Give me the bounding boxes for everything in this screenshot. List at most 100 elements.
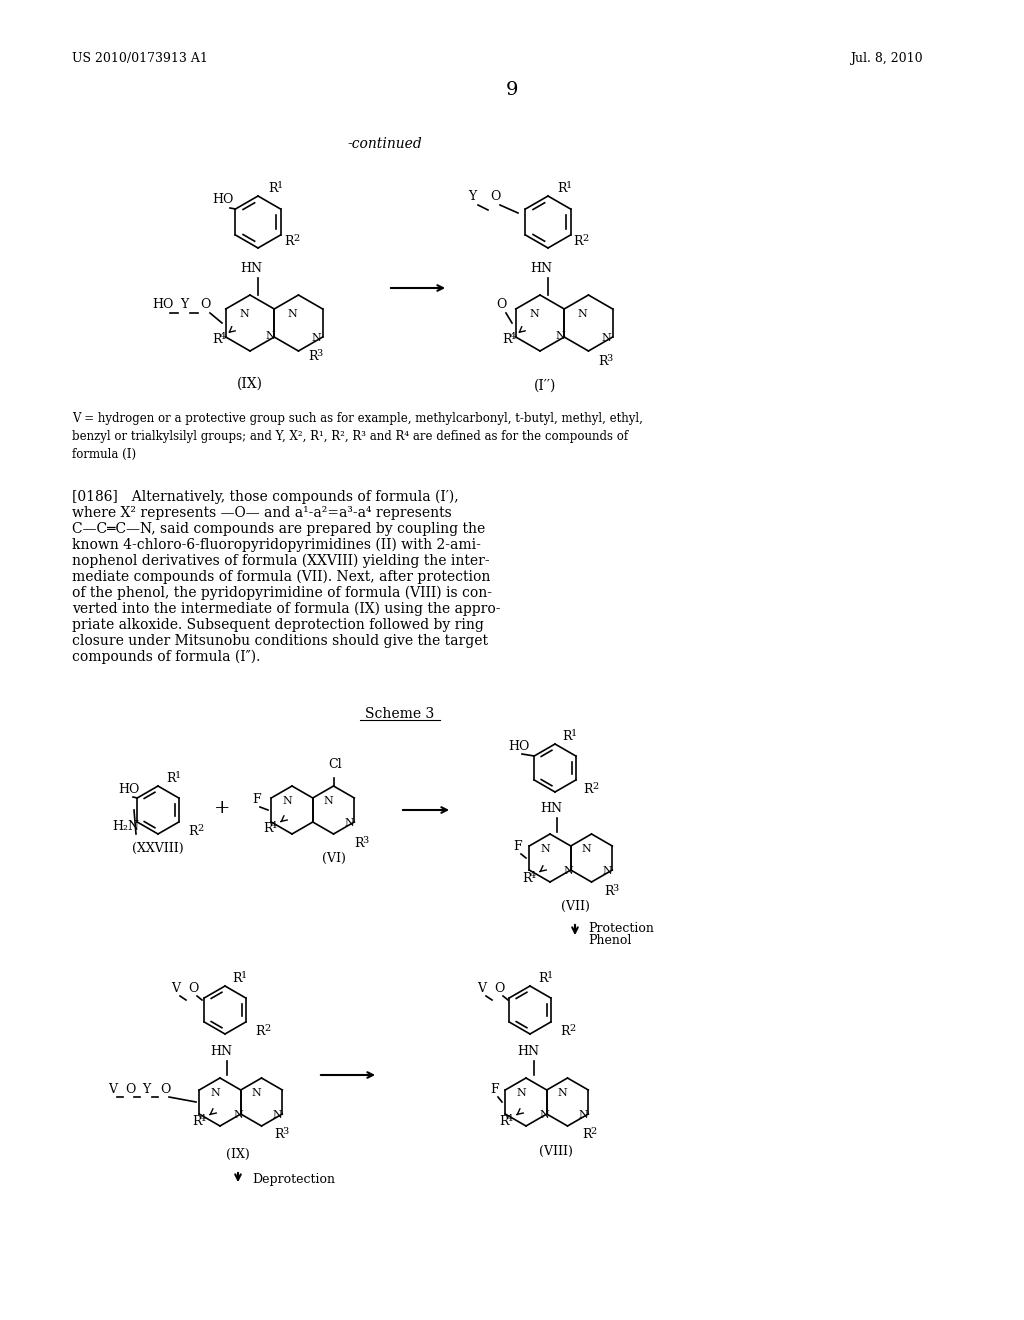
Text: 4: 4 [220,333,226,341]
Text: mediate compounds of formula (VII). Next, after protection: mediate compounds of formula (VII). Next… [72,570,490,585]
Text: F: F [513,840,521,853]
Text: known 4-chloro-6-fluoropyridopyrimidines (II) with 2-ami-: known 4-chloro-6-fluoropyridopyrimidines… [72,539,481,552]
Text: 2: 2 [569,1024,575,1034]
Text: N: N [603,866,612,876]
Text: N: N [578,309,588,319]
Text: priate alkoxide. Subsequent deprotection followed by ring: priate alkoxide. Subsequent deprotection… [72,618,484,632]
Text: N: N [240,309,249,319]
Text: R: R [308,350,317,363]
Text: compounds of formula (I″).: compounds of formula (I″). [72,649,260,664]
Text: N: N [582,843,592,854]
Text: N: N [563,866,572,876]
Text: N: N [233,1110,243,1119]
Text: O: O [188,982,199,995]
Text: HN: HN [240,261,262,275]
Text: R: R [583,783,593,796]
Text: O: O [160,1082,170,1096]
Text: R: R [573,235,583,248]
Text: +: + [214,799,230,817]
Text: R: R [502,333,512,346]
Text: R: R [232,972,242,985]
Text: N: N [516,1088,526,1098]
Text: R: R [188,825,198,838]
Text: N: N [539,1110,549,1119]
Text: HO: HO [508,741,529,752]
Text: F: F [252,793,261,807]
Text: Protection: Protection [588,921,654,935]
Text: closure under Mitsunobu conditions should give the target: closure under Mitsunobu conditions shoul… [72,634,488,648]
Text: R: R [538,972,548,985]
Text: R: R [598,355,607,368]
Text: R: R [274,1129,284,1140]
Text: (IX): (IX) [237,378,263,391]
Text: N: N [288,309,297,319]
Text: Y: Y [468,190,476,203]
Text: 2: 2 [582,234,588,243]
Text: (VI): (VI) [322,851,345,865]
Text: R: R [284,235,294,248]
Text: 1: 1 [571,729,578,738]
Text: HO: HO [152,298,173,312]
Text: 4: 4 [271,821,278,830]
Text: R: R [522,873,531,884]
Text: R: R [268,182,278,195]
Text: (VIII): (VIII) [539,1144,573,1158]
Text: N: N [555,331,565,341]
Text: R: R [263,822,272,836]
Text: HN: HN [540,803,562,814]
Text: O: O [496,298,507,312]
Text: of the phenol, the pyridopyrimidine of formula (VIII) is con-: of the phenol, the pyridopyrimidine of f… [72,586,492,601]
Text: N: N [579,1110,589,1119]
Text: R: R [582,1129,592,1140]
Text: (I′′): (I′′) [534,379,556,393]
Text: 3: 3 [362,836,369,845]
Text: 4: 4 [510,333,516,341]
Text: HO: HO [212,193,233,206]
Text: V = hydrogen or a protective group such as for example, methylcarbonyl, t-butyl,: V = hydrogen or a protective group such … [72,412,643,461]
Text: 9: 9 [506,81,518,99]
Text: Y: Y [142,1082,151,1096]
Text: Jul. 8, 2010: Jul. 8, 2010 [850,51,923,65]
Text: N: N [601,333,611,343]
Text: N: N [324,796,334,807]
Text: 4: 4 [200,1114,206,1123]
Text: F: F [490,1082,499,1096]
Text: 2: 2 [264,1024,270,1034]
Text: C—C═C—N, said compounds are prepared by coupling the: C—C═C—N, said compounds are prepared by … [72,521,485,536]
Text: 3: 3 [612,884,618,894]
Text: [0186] Alternatively, those compounds of formula (I′),: [0186] Alternatively, those compounds of… [72,490,459,504]
Text: O: O [125,1082,135,1096]
Text: Scheme 3: Scheme 3 [366,708,434,721]
Text: V: V [108,1082,117,1096]
Text: 1: 1 [566,181,572,190]
Text: 2: 2 [293,234,299,243]
Text: US 2010/0173913 A1: US 2010/0173913 A1 [72,51,208,65]
Text: N: N [558,1088,567,1098]
Text: 2: 2 [197,824,203,833]
Text: V: V [171,982,180,995]
Text: R: R [562,730,571,743]
Text: Cl: Cl [329,758,342,771]
Text: HN: HN [530,261,552,275]
Text: Y: Y [180,298,188,312]
Text: HN: HN [210,1045,232,1059]
Text: N: N [283,796,292,807]
Text: N: N [529,309,539,319]
Text: R: R [212,333,221,346]
Text: O: O [200,298,210,312]
Text: nophenol derivatives of formula (XXVIII) yielding the inter-: nophenol derivatives of formula (XXVIII)… [72,554,489,569]
Text: N: N [311,333,322,343]
Text: H₂N: H₂N [112,820,139,833]
Text: (XXVIII): (XXVIII) [132,842,184,855]
Text: 2: 2 [592,781,598,791]
Text: N: N [540,843,550,854]
Text: 1: 1 [278,181,284,190]
Text: R: R [255,1026,264,1038]
Text: N: N [272,1110,283,1119]
Text: 4: 4 [507,1114,513,1123]
Text: where X² represents —O— and a¹-a²=a³-a⁴ represents: where X² represents —O— and a¹-a²=a³-a⁴ … [72,506,452,520]
Text: 1: 1 [241,972,247,979]
Text: Phenol: Phenol [588,935,632,948]
Text: O: O [494,982,505,995]
Text: verted into the intermediate of formula (IX) using the appro-: verted into the intermediate of formula … [72,602,501,616]
